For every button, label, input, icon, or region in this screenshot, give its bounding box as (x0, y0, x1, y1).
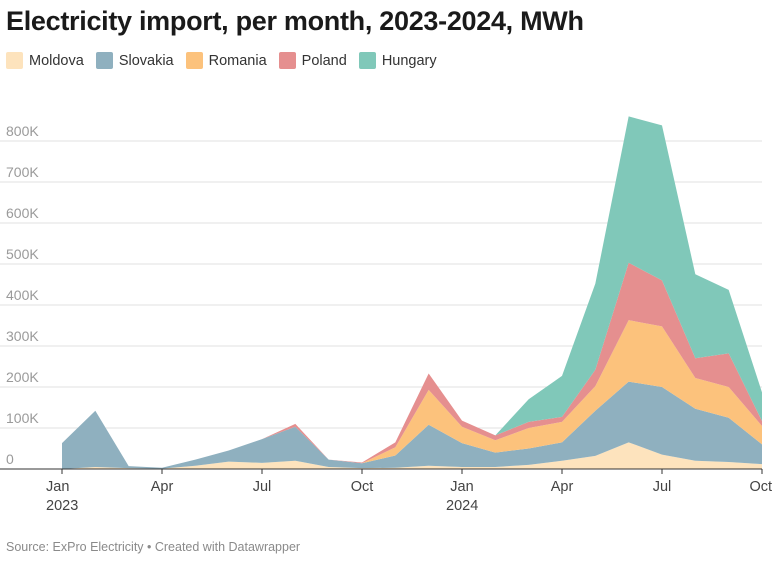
y-tick-label: 500K (6, 246, 39, 262)
x-tick-label: Oct (749, 479, 772, 495)
source-footer: Source: ExPro Electricity • Created with… (6, 540, 301, 554)
area-hungary (62, 116, 762, 468)
x-tick-label: Jul (653, 479, 672, 495)
y-tick-label: 200K (6, 369, 39, 385)
y-tick-label: 600K (6, 205, 39, 221)
legend-swatch-poland (278, 52, 296, 69)
y-tick-label: 100K (6, 410, 39, 426)
x-tick-label: Apr (151, 479, 174, 495)
x-tick-year-label: 2024 (446, 498, 478, 514)
area-slovakia (62, 381, 762, 469)
x-tick-year-label: 2023 (46, 498, 78, 514)
legend-item-poland: Poland (278, 52, 347, 69)
legend: Moldova Slovakia Romania Poland Hungary (6, 52, 449, 69)
y-tick-label: 400K (6, 287, 39, 303)
legend-item-moldova: Moldova (6, 52, 84, 69)
legend-item-slovakia: Slovakia (95, 52, 174, 69)
legend-item-romania: Romania (185, 52, 267, 69)
legend-label-slovakia: Slovakia (118, 52, 174, 69)
legend-label-romania: Romania (208, 52, 267, 69)
y-tick-label: 0 (6, 451, 14, 467)
y-tick-label: 700K (6, 164, 39, 180)
area-moldova (62, 442, 762, 469)
x-tick-label: Apr (551, 479, 574, 495)
area-romania (62, 320, 762, 468)
x-tick-label: Jul (253, 479, 272, 495)
legend-swatch-moldova (6, 52, 23, 69)
chart-title: Electricity import, per month, 2023-2024… (6, 6, 584, 36)
legend-swatch-romania (185, 52, 203, 69)
x-tick-label: Oct (351, 479, 374, 495)
legend-swatch-slovakia (95, 52, 113, 69)
legend-swatch-hungary (358, 52, 376, 69)
stacked-area-chart: 0 100K 200K 300K 400K 500K 600K 700K 800K Jan 2023… (0, 116, 772, 514)
x-tick-label: Jan (46, 479, 69, 495)
x-tick-label: Jan (450, 479, 473, 495)
legend-label-poland: Poland (301, 52, 347, 69)
legend-item-hungary: Hungary (358, 52, 437, 69)
legend-label-moldova: Moldova (29, 52, 84, 69)
y-tick-label: 300K (6, 328, 39, 344)
legend-label-hungary: Hungary (381, 52, 437, 69)
y-tick-label: 800K (6, 123, 39, 139)
